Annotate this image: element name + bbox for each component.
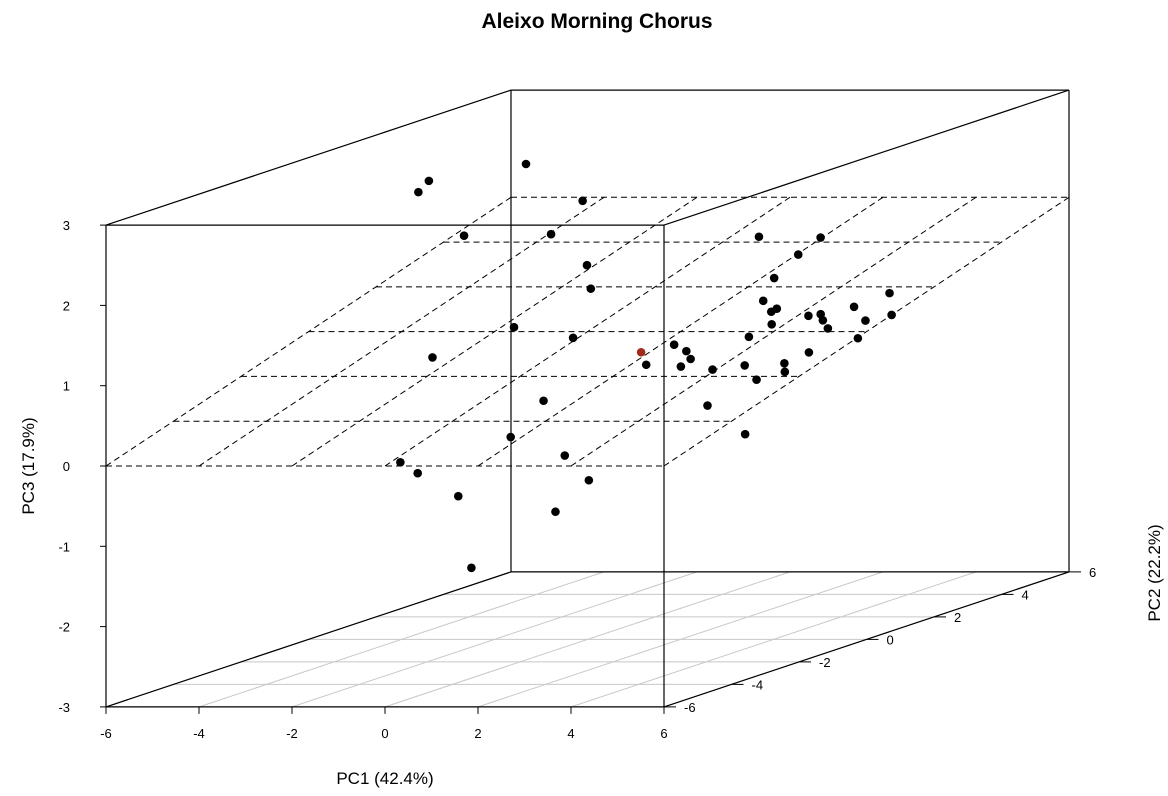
data-point bbox=[853, 333, 863, 343]
axis-ticks bbox=[100, 224, 1081, 714]
plane-line bbox=[384, 196, 791, 467]
data-point bbox=[551, 507, 560, 517]
data-point bbox=[669, 340, 679, 349]
data-point bbox=[506, 432, 515, 442]
floor-grid-line bbox=[384, 571, 791, 708]
floor-grid-line bbox=[198, 571, 605, 708]
data-point bbox=[509, 322, 519, 332]
regression-plane bbox=[105, 196, 1070, 467]
plane-line bbox=[570, 196, 977, 467]
data-point bbox=[424, 176, 434, 186]
axis-tick-labels: -6 -4 -2 0 2 4 6 -3 -2 -1 0 1 2 3 -6 -4 -2 0 2 4 6 bbox=[58, 218, 1096, 741]
z-tick-label: 3 bbox=[63, 218, 70, 233]
x-tick-label: 2 bbox=[474, 726, 481, 741]
x-tick-label: 6 bbox=[660, 726, 667, 741]
data-point bbox=[568, 333, 578, 343]
data-point bbox=[740, 429, 750, 439]
data-point bbox=[758, 296, 768, 306]
plot-box bbox=[105, 89, 1070, 708]
y-tick-label: 2 bbox=[954, 610, 961, 625]
y-axis-label: PC2 (22.2%) bbox=[1145, 524, 1164, 621]
data-point bbox=[885, 288, 894, 298]
y-tick-label: -6 bbox=[684, 700, 696, 715]
x-tick-label: 0 bbox=[381, 726, 388, 741]
x-tick-label: 4 bbox=[567, 726, 574, 741]
box-edge bbox=[105, 571, 512, 708]
data-point bbox=[887, 310, 896, 320]
data-point bbox=[584, 475, 594, 485]
chart-title: Aleixo Morning Chorus bbox=[482, 10, 713, 33]
data-points bbox=[396, 159, 896, 573]
data-point bbox=[767, 319, 776, 329]
box-edge bbox=[105, 89, 512, 226]
data-point bbox=[641, 360, 651, 370]
x-tick-label: -6 bbox=[100, 726, 112, 741]
data-point bbox=[676, 362, 686, 371]
data-point bbox=[414, 187, 423, 197]
data-point bbox=[818, 315, 828, 325]
y-tick-label: 4 bbox=[1022, 587, 1029, 602]
data-point bbox=[816, 233, 825, 242]
x-tick-label: -2 bbox=[286, 726, 298, 741]
data-point bbox=[467, 563, 476, 573]
data-point bbox=[546, 229, 556, 239]
data-point bbox=[703, 401, 712, 410]
box-edge bbox=[663, 89, 1070, 226]
data-point bbox=[754, 232, 764, 242]
data-point bbox=[861, 316, 870, 325]
y-tick-label: 6 bbox=[1089, 565, 1096, 580]
z-axis-label: PC3 (17.9%) bbox=[19, 417, 38, 514]
data-point bbox=[740, 361, 749, 370]
data-point bbox=[769, 273, 779, 283]
data-point bbox=[521, 159, 531, 169]
z-tick-label: -2 bbox=[58, 620, 70, 635]
data-point bbox=[428, 353, 437, 362]
data-point bbox=[578, 196, 587, 206]
data-point bbox=[823, 324, 833, 333]
data-point bbox=[459, 231, 469, 240]
data-point bbox=[453, 491, 463, 501]
data-point bbox=[793, 250, 803, 259]
floor-grid bbox=[105, 571, 1070, 708]
data-point bbox=[682, 346, 691, 356]
data-point bbox=[744, 332, 754, 342]
plane-line bbox=[198, 196, 605, 467]
floor-grid-line bbox=[291, 571, 698, 708]
data-point bbox=[804, 311, 813, 321]
z-tick-label: 0 bbox=[63, 459, 70, 474]
data-point bbox=[849, 302, 859, 312]
floor-grid-line bbox=[570, 571, 977, 708]
y-tick-label: -2 bbox=[819, 655, 831, 670]
data-point bbox=[708, 365, 717, 374]
plane-line bbox=[663, 196, 1070, 467]
z-tick-label: -3 bbox=[58, 700, 70, 715]
data-point bbox=[413, 468, 423, 478]
plane-line bbox=[477, 196, 884, 467]
data-point bbox=[780, 367, 790, 377]
floor-grid-line bbox=[477, 571, 884, 708]
data-point bbox=[539, 396, 548, 406]
data-point bbox=[804, 348, 814, 357]
x-axis-label: PC1 (42.4%) bbox=[336, 769, 433, 788]
data-point bbox=[780, 359, 789, 368]
data-point bbox=[560, 451, 570, 460]
plane-line bbox=[105, 196, 512, 467]
data-point bbox=[752, 375, 761, 385]
z-tick-label: 2 bbox=[63, 298, 70, 313]
data-point bbox=[582, 260, 592, 270]
y-tick-label: 0 bbox=[887, 632, 894, 647]
z-tick-label: 1 bbox=[63, 379, 70, 394]
plane-line bbox=[291, 196, 698, 467]
highlight-point bbox=[636, 347, 646, 357]
data-point bbox=[686, 354, 695, 364]
x-tick-label: -4 bbox=[193, 726, 205, 741]
data-point bbox=[772, 304, 782, 314]
data-point bbox=[396, 457, 405, 467]
z-tick-label: -1 bbox=[58, 539, 70, 554]
y-tick-label: -4 bbox=[752, 677, 764, 692]
data-point bbox=[586, 284, 596, 293]
